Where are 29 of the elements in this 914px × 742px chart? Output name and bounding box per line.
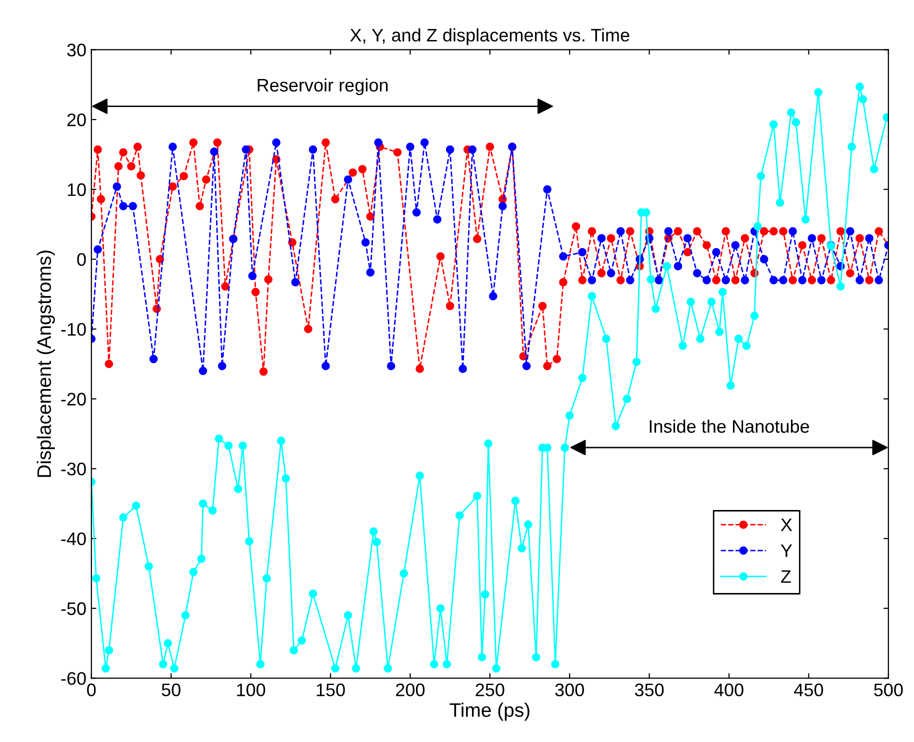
x-tick-label: 350 [634, 684, 664, 696]
y-tick-label: 10 [68, 183, 86, 196]
legend-label: Y [780, 544, 792, 557]
x-tick-label: 400 [714, 684, 744, 696]
y-tick-label: 30 [67, 44, 86, 56]
y-tick-label: 20 [67, 113, 86, 126]
x-tick-label: 450 [794, 684, 824, 696]
x-tick-label: 200 [396, 684, 425, 696]
x-axis-title: Time (ps) [450, 702, 530, 721]
y-tick-label: -60 [61, 672, 86, 685]
y-axis-title: Displacement (Angstroms) [36, 250, 55, 477]
y-tick-label: -30 [61, 462, 86, 476]
x-tick-label: 50 [162, 684, 180, 696]
y-tick-label: -10 [61, 322, 86, 336]
x-tick-label: 250 [476, 684, 504, 696]
y-tick-label: -40 [61, 532, 86, 546]
chart-title: X, Y, and Z displacements vs. Time [350, 28, 630, 46]
x-tick-label: 100 [237, 684, 266, 696]
x-tick-label: 300 [555, 684, 584, 696]
legend-label: Z [780, 570, 791, 583]
legend-label: X [780, 518, 792, 532]
x-tick-label: 0 [87, 684, 96, 696]
x-tick-label: 150 [316, 684, 345, 696]
x-tick-label: 500 [874, 684, 903, 696]
annotation: Inside the Nanotube [650, 420, 810, 433]
annotation: Reservoir region [258, 78, 388, 96]
y-tick-label: 0 [77, 253, 86, 266]
y-tick-label: -50 [61, 602, 86, 616]
y-tick-label: -20 [61, 392, 86, 406]
